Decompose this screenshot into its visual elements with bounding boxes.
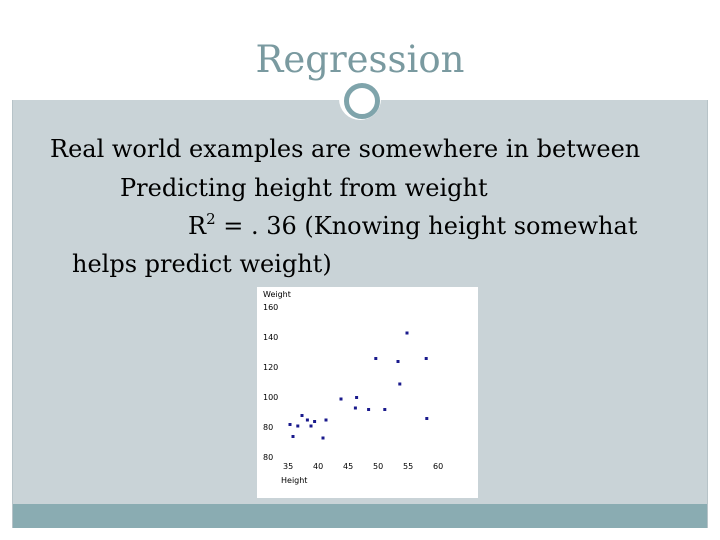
x-tick-label: 55 xyxy=(403,462,413,471)
data-point xyxy=(288,423,292,426)
footer-bar xyxy=(13,504,707,528)
r-value-text: = . 36 (Knowing height somewhat xyxy=(215,212,638,240)
y-axis-label: Weight xyxy=(263,290,291,299)
data-point xyxy=(355,396,359,399)
data-point xyxy=(396,360,400,363)
scatter-plot-svg: Weight Height 160 140 120 100 80 80 35 40 45 50 5… xyxy=(263,290,443,485)
data-point xyxy=(383,408,387,411)
data-point xyxy=(313,420,317,423)
data-point xyxy=(309,424,313,428)
data-point xyxy=(374,357,378,360)
data-point xyxy=(424,357,428,360)
data-point xyxy=(324,418,328,422)
x-tick-label: 35 xyxy=(283,462,293,471)
y-tick-label: 80 xyxy=(263,423,273,432)
data-point xyxy=(398,382,402,386)
data-point xyxy=(321,436,325,440)
title-ring-icon xyxy=(339,78,381,120)
data-point xyxy=(291,435,295,438)
y-tick-label: 80 xyxy=(263,453,273,462)
bullet-line-2: Predicting height from weight xyxy=(120,174,488,202)
x-tick-label: 45 xyxy=(343,462,353,471)
data-point xyxy=(296,424,300,428)
y-tick-label: 140 xyxy=(263,333,278,342)
y-tick-label: 100 xyxy=(263,393,278,402)
x-tick-label: 40 xyxy=(313,462,323,471)
data-point xyxy=(353,406,357,410)
bullet-line-3: R2 = . 36 (Knowing height somewhat xyxy=(188,212,638,240)
y-tick-label: 160 xyxy=(263,303,278,312)
data-point xyxy=(339,397,343,401)
y-tick-label: 120 xyxy=(263,363,278,372)
x-tick-label: 60 xyxy=(433,462,443,471)
slide-title: Regression xyxy=(255,38,465,81)
data-point xyxy=(405,331,409,335)
data-point xyxy=(305,418,309,422)
bullet-line-1: Real world examples are somewhere in bet… xyxy=(50,135,641,163)
data-point xyxy=(300,414,304,417)
r-exponent: 2 xyxy=(206,210,216,228)
r-symbol: R xyxy=(188,212,207,240)
scatter-chart: Weight Height 160 140 120 100 80 80 35 40 45 50 5… xyxy=(257,287,478,498)
data-point xyxy=(367,408,371,411)
x-axis-label: Height xyxy=(281,476,307,485)
data-point xyxy=(425,417,429,420)
bullet-line-4: helps predict weight) xyxy=(72,250,332,278)
x-tick-label: 50 xyxy=(373,462,383,471)
ring-inner xyxy=(344,83,380,119)
